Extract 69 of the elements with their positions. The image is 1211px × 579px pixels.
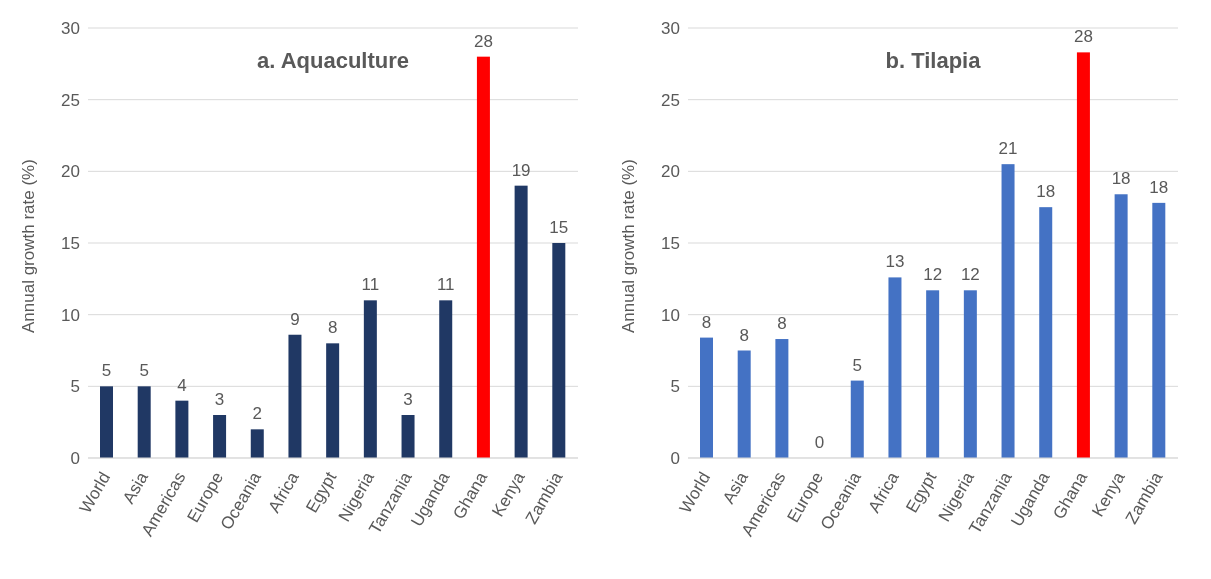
y-tick-label: 5 — [70, 377, 80, 397]
y-tick-label: 20 — [61, 162, 80, 182]
bar — [1114, 194, 1128, 458]
data-label: 13 — [885, 252, 905, 272]
y-tick-label: 15 — [61, 234, 80, 254]
bar — [213, 415, 227, 458]
y-tick-label: 10 — [61, 305, 80, 325]
data-label: 21 — [998, 139, 1018, 159]
data-label: 28 — [473, 31, 493, 51]
bar — [775, 339, 789, 458]
bar — [439, 300, 453, 458]
bar — [737, 350, 751, 458]
data-label: 19 — [511, 160, 531, 180]
data-label: 2 — [252, 404, 262, 424]
data-label: 15 — [549, 218, 569, 237]
data-label: 11 — [436, 275, 455, 295]
data-label: 28 — [1073, 27, 1093, 47]
bar — [1039, 207, 1053, 458]
text: a. Aquaculture — [257, 48, 409, 73]
bar — [476, 56, 490, 458]
y-tick-label: 10 — [661, 305, 680, 325]
data-label: 18 — [1111, 169, 1131, 189]
data-label: 11 — [361, 275, 380, 295]
bar — [963, 290, 977, 458]
data-label: 5 — [101, 361, 112, 381]
data-label: 3 — [214, 390, 225, 409]
bar — [850, 380, 864, 458]
bar — [926, 290, 940, 458]
bar — [326, 343, 340, 458]
y-tick-label: 5 — [670, 377, 680, 397]
bar — [363, 300, 377, 458]
text: b. Tilapia — [884, 48, 982, 74]
y-tick-label: 25 — [661, 90, 680, 110]
bar — [888, 277, 902, 458]
data-label: 9 — [290, 309, 300, 329]
data-label: 8 — [701, 312, 712, 332]
bar — [250, 429, 264, 458]
bar — [700, 337, 713, 458]
bar — [1001, 164, 1015, 458]
y-axis-title: Annual growth rate (%) — [19, 159, 39, 333]
data-label: 18 — [1149, 177, 1169, 197]
data-label: 3 — [403, 390, 413, 409]
data-label: 5 — [139, 361, 149, 381]
y-tick-label: 20 — [661, 162, 680, 182]
y-tick-label: 0 — [670, 449, 680, 469]
data-label: 18 — [1036, 182, 1056, 202]
data-label: 5 — [852, 355, 862, 375]
bar — [1152, 202, 1166, 458]
bar — [552, 243, 566, 458]
data-label: 12 — [960, 265, 980, 285]
bar — [514, 185, 528, 458]
data-label: 8 — [739, 325, 749, 345]
bar — [401, 415, 415, 458]
y-tick-label: 25 — [61, 90, 80, 110]
y-tick-label: 15 — [661, 234, 680, 254]
data-label: 4 — [177, 375, 187, 395]
data-label: 8 — [777, 314, 787, 334]
data-label: 0 — [814, 433, 825, 452]
y-tick-label: 30 — [661, 19, 680, 39]
bar — [137, 386, 151, 458]
bar — [100, 386, 113, 458]
data-label: 12 — [923, 265, 943, 285]
bar — [288, 334, 302, 458]
y-axis-title: Annual growth rate (%) — [619, 159, 639, 333]
y-tick-label: 30 — [61, 19, 80, 39]
data-label: 8 — [327, 318, 338, 338]
bar — [175, 400, 189, 458]
bar — [1076, 52, 1090, 458]
y-tick-label: 0 — [70, 449, 80, 469]
